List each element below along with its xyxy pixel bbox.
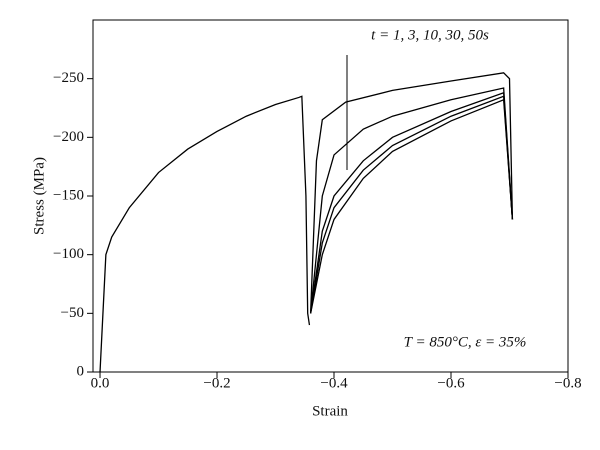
- y-axis-label: Stress (MPa): [31, 157, 47, 235]
- x-tick-label: −0.4: [320, 375, 348, 391]
- y-tick-label: −100: [53, 246, 84, 262]
- x-tick-label: −0.2: [203, 375, 230, 391]
- y-tick-label: −50: [61, 305, 84, 321]
- series-line: [309, 72, 514, 314]
- series-line: [309, 95, 514, 314]
- series-line: [99, 95, 311, 373]
- annotation: t = 1, 3, 10, 30, 50s: [371, 27, 489, 43]
- y-tick-label: −250: [53, 70, 84, 86]
- series-line: [309, 98, 514, 314]
- x-tick-label: 0.0: [91, 375, 110, 391]
- x-axis-label: Strain: [312, 403, 348, 419]
- y-tick-label: −150: [53, 187, 84, 203]
- y-tick-label: 0: [77, 363, 85, 379]
- series-line: [309, 91, 514, 314]
- series-line: [309, 87, 514, 314]
- annotation: T = 850°C, ε = 35%: [404, 334, 527, 350]
- x-tick-label: −0.8: [554, 375, 581, 391]
- y-tick-label: −200: [53, 129, 84, 145]
- plot-frame: [92, 19, 569, 373]
- x-tick-label: −0.6: [437, 375, 465, 391]
